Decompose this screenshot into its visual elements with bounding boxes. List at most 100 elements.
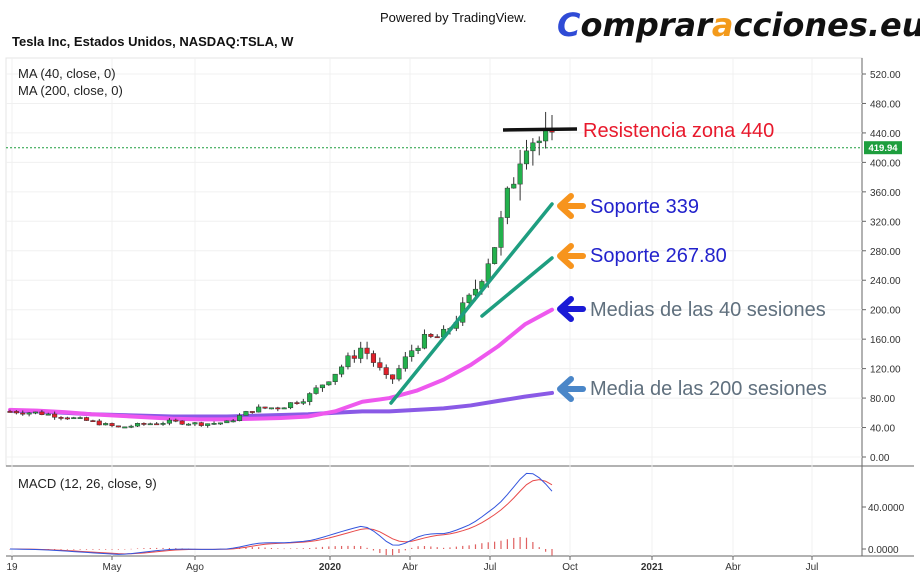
resistance-440-line bbox=[502, 127, 578, 132]
candle-body bbox=[370, 353, 377, 363]
macd-histogram-bar bbox=[519, 537, 521, 549]
candle-body bbox=[256, 406, 262, 413]
candle bbox=[20, 410, 26, 416]
macd-histogram-bar bbox=[443, 547, 445, 549]
candle-body bbox=[147, 423, 153, 426]
candle-body bbox=[249, 411, 255, 413]
candle-body bbox=[205, 423, 211, 426]
candle bbox=[45, 412, 51, 416]
candle bbox=[268, 407, 274, 410]
candle bbox=[13, 410, 19, 415]
candle-body bbox=[409, 350, 415, 358]
candle bbox=[523, 139, 530, 170]
candle-body bbox=[492, 247, 498, 264]
macd-histogram-bar bbox=[264, 547, 266, 549]
macd-histogram-bar bbox=[315, 547, 317, 549]
candle-body bbox=[434, 336, 440, 339]
macd-histogram-bar bbox=[124, 549, 126, 550]
time-axis-label: Abr bbox=[725, 562, 741, 573]
candle bbox=[243, 410, 249, 416]
macd-histogram-bar bbox=[66, 549, 68, 550]
candle-body bbox=[32, 411, 39, 414]
candle-body bbox=[262, 406, 268, 409]
candlesticks bbox=[7, 111, 555, 429]
ma200-legend: MA (200, close, 0) bbox=[18, 83, 123, 98]
powered-by-label: Powered by TradingView. bbox=[380, 10, 526, 25]
candle bbox=[103, 422, 109, 426]
candle-body bbox=[332, 373, 338, 382]
candle bbox=[32, 411, 39, 415]
price-tick-label: 400.00 bbox=[870, 158, 901, 169]
candle bbox=[326, 381, 332, 386]
candle bbox=[390, 374, 396, 384]
candle bbox=[77, 416, 83, 419]
grid-lines bbox=[6, 58, 862, 556]
price-tick-label: 40.00 bbox=[870, 424, 895, 435]
macd-histogram-bar bbox=[487, 542, 489, 549]
candle bbox=[421, 329, 428, 350]
candle-body bbox=[313, 387, 319, 394]
macd-histogram-bar bbox=[468, 545, 470, 549]
candle-body bbox=[275, 407, 281, 410]
annotation-resistencia: Resistencia zona 440 bbox=[583, 120, 774, 142]
macd-histogram-bar bbox=[500, 540, 502, 549]
symbol-title: Tesla Inc, Estados Unidos, NASDAQ:TSLA, … bbox=[12, 34, 294, 49]
candle-body bbox=[428, 334, 434, 337]
macd-histogram-bar bbox=[417, 546, 419, 549]
macd-histogram-bar bbox=[481, 543, 483, 549]
candle bbox=[428, 333, 434, 339]
macd-histogram-bar bbox=[449, 547, 451, 549]
macd-histogram-bar bbox=[85, 549, 88, 550]
candle-body bbox=[109, 423, 115, 427]
time-axis-label: Jul bbox=[484, 562, 497, 573]
macd-histogram-bar bbox=[136, 548, 139, 549]
candle bbox=[39, 410, 45, 416]
candle bbox=[249, 411, 255, 414]
candle-body bbox=[173, 419, 179, 422]
candle-body bbox=[543, 130, 549, 142]
candle bbox=[230, 419, 236, 423]
candle bbox=[313, 385, 319, 395]
macd-histogram-bar bbox=[149, 547, 151, 549]
macd-histogram-bar bbox=[404, 549, 406, 551]
candle-body bbox=[26, 412, 32, 415]
candle-body bbox=[185, 423, 192, 426]
price-tick-label: 200.00 bbox=[870, 306, 901, 317]
candle bbox=[256, 404, 262, 413]
candle bbox=[192, 422, 198, 427]
macd-line bbox=[9, 472, 553, 555]
macd-histogram-bar bbox=[258, 547, 260, 549]
price-tick-label: 440.00 bbox=[870, 129, 901, 140]
candle bbox=[217, 422, 223, 425]
time-axis-label: Oct bbox=[562, 562, 578, 573]
candle bbox=[96, 418, 102, 426]
candle-body bbox=[351, 355, 357, 359]
candle-body bbox=[523, 150, 530, 165]
price-tick-label: 160.00 bbox=[870, 335, 901, 346]
candle bbox=[128, 424, 134, 429]
candle bbox=[7, 409, 13, 413]
candle bbox=[109, 422, 115, 428]
time-axis-label: May bbox=[103, 562, 122, 573]
macd-histogram-bar bbox=[411, 547, 413, 549]
price-tick-label: 0.00 bbox=[870, 453, 890, 464]
macd-histogram-bar bbox=[105, 549, 107, 550]
time-axis-label: 19 bbox=[6, 562, 18, 573]
macd-histogram-bar bbox=[270, 547, 273, 549]
macd-histogram-bar bbox=[551, 549, 553, 556]
candle-body bbox=[377, 362, 383, 368]
candle bbox=[498, 210, 504, 256]
price-tick-label: 80.00 bbox=[870, 394, 895, 405]
candle bbox=[364, 341, 370, 360]
macd-histogram-bar bbox=[494, 541, 496, 549]
candle bbox=[179, 420, 185, 426]
candle-body bbox=[128, 425, 134, 428]
arrow-icon-orange-1 bbox=[557, 193, 586, 219]
candle bbox=[134, 422, 141, 427]
candle bbox=[358, 341, 364, 364]
arrow-icon-orange-2 bbox=[557, 243, 586, 269]
price-tick-label: 320.00 bbox=[870, 217, 901, 228]
candle bbox=[166, 418, 172, 426]
candle bbox=[332, 373, 338, 385]
price-axis-ticks: 520.00 480.00 440.00 400.00 360.00 320.00 280.… bbox=[862, 70, 901, 464]
